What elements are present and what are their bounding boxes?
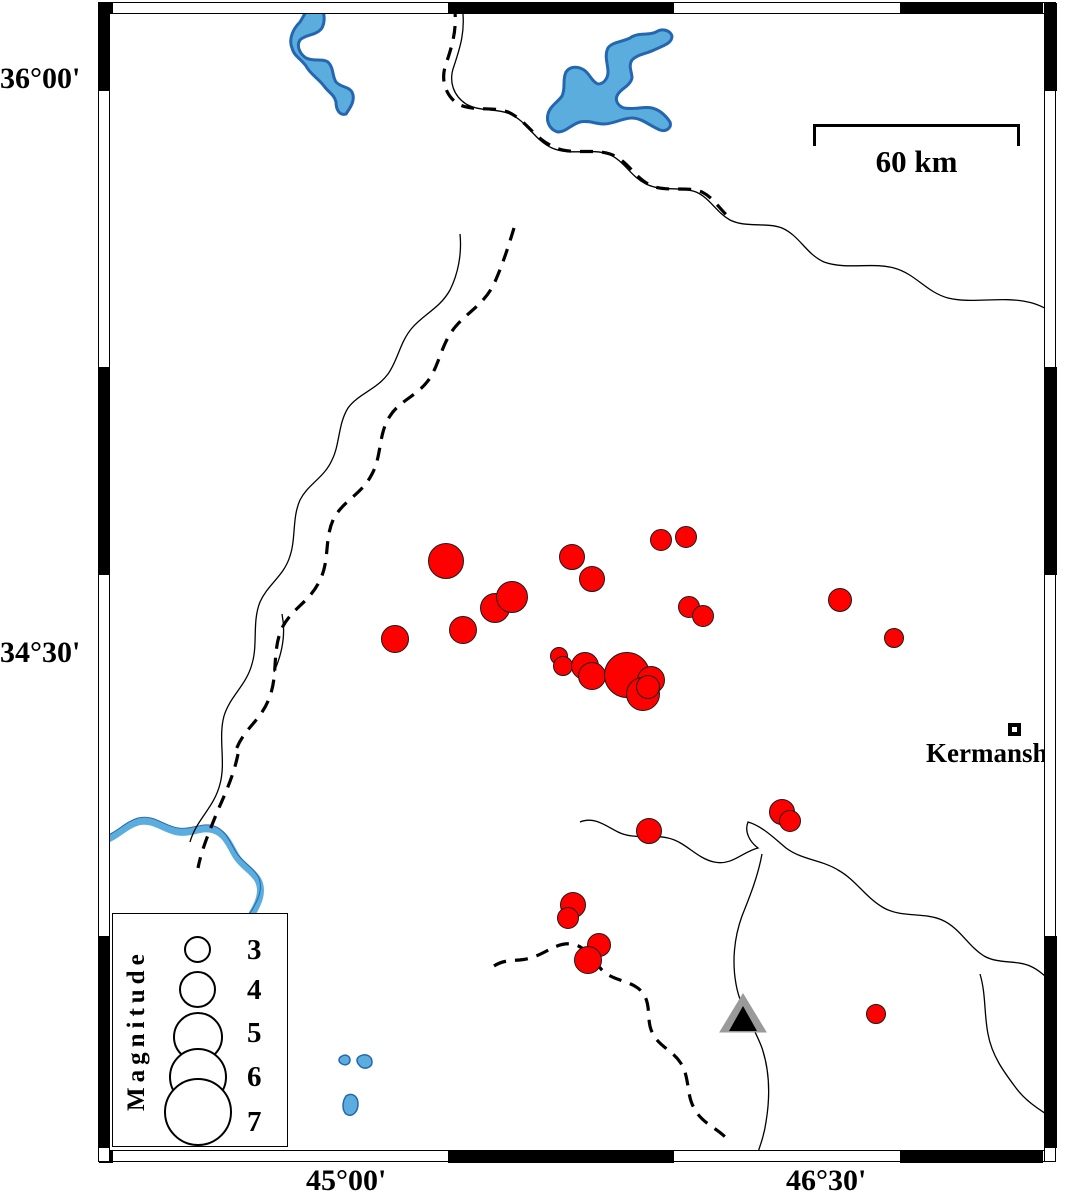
frame-right-tickbar [1044, 2, 1057, 1162]
frame-left-tickbar [98, 2, 111, 1162]
legend-title: Magnitude [123, 949, 150, 1111]
scale-bar [813, 124, 1020, 146]
epicenter-dot[interactable] [779, 810, 801, 832]
small-island-a [338, 1054, 351, 1066]
scale-bar-label: 60 km [875, 144, 958, 179]
map-canvas: Kermansha 60 km Magnitude 3 4 5 6 [110, 14, 1044, 1150]
epicenter-dot[interactable] [578, 662, 606, 690]
lat-label-34-30: 34°30' [0, 636, 81, 669]
epicenter-dot[interactable] [675, 526, 697, 548]
epicenter-dot[interactable] [884, 628, 904, 648]
epicenter-dot[interactable] [553, 656, 573, 676]
legend-label-5: 5 [247, 1017, 262, 1049]
epicenter-dot[interactable] [866, 1004, 886, 1024]
epicenter-dot[interactable] [428, 543, 464, 579]
legend-circle-3 [184, 936, 211, 963]
lake-central [546, 28, 674, 134]
epicenter-dot[interactable] [559, 544, 585, 570]
epicenter-dot[interactable] [557, 907, 579, 929]
epicenter-dot[interactable] [636, 675, 660, 699]
epicenter-dot[interactable] [449, 616, 477, 644]
map-frame: Kermansha 60 km Magnitude 3 4 5 6 [98, 2, 1057, 1163]
frame-bottom-tickbar [98, 1150, 1056, 1163]
lon-label-46-30: 46°30' [786, 1164, 867, 1197]
legend-label-4: 4 [247, 974, 262, 1006]
international-border [196, 14, 732, 1142]
epicenter-dot[interactable] [496, 581, 528, 613]
small-island-c [342, 1093, 359, 1116]
epicenter-dot[interactable] [579, 566, 605, 592]
city-symbol-kermanshah [1008, 723, 1021, 736]
small-island-b [356, 1054, 373, 1069]
legend-label-3: 3 [247, 934, 262, 966]
epicenter-dot[interactable] [692, 605, 714, 627]
magnitude-legend: Magnitude 3 4 5 6 7 [112, 913, 288, 1147]
legend-circle-7 [164, 1078, 232, 1146]
lat-label-36: 36°00' [0, 62, 81, 95]
lake-north [289, 14, 355, 116]
epicenter-dot[interactable] [381, 625, 409, 653]
legend-label-7: 7 [247, 1106, 262, 1138]
legend-label-6: 6 [247, 1061, 262, 1093]
legend-circle-4 [179, 971, 216, 1008]
epicenter-dot[interactable] [828, 588, 852, 612]
epicenter-dot[interactable] [574, 946, 602, 974]
city-label-kermanshah: Kermansha [926, 738, 1044, 768]
epicenter-dot[interactable] [636, 818, 662, 844]
lon-label-45-00: 45°00' [306, 1164, 387, 1197]
epicenter-dot[interactable] [650, 529, 672, 551]
frame-top-tickbar [98, 2, 1056, 15]
station-triangle-icon [719, 993, 767, 1033]
